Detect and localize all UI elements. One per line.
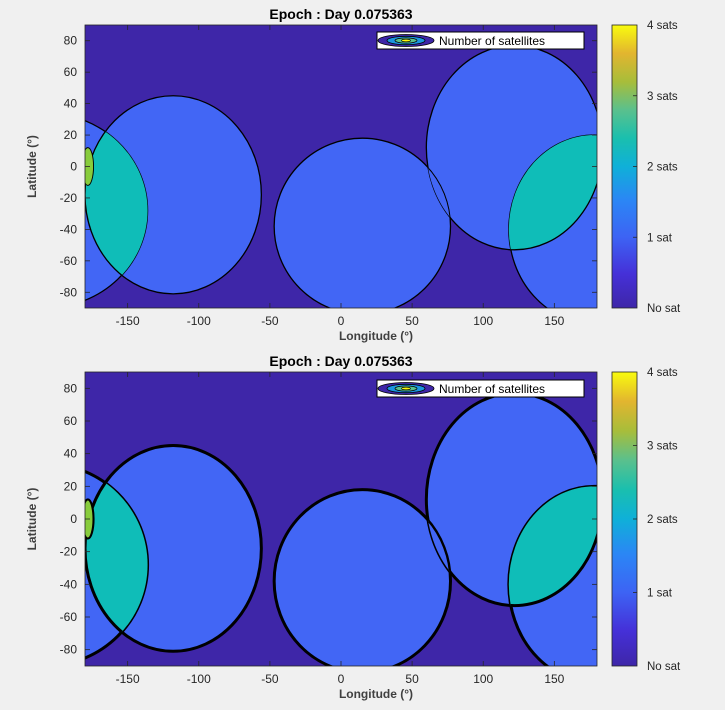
x-tick-label: 0 — [338, 314, 345, 328]
y-tick-label: 20 — [64, 479, 78, 493]
colorbar-label: 1 sat — [647, 588, 673, 600]
legend-contour-icon — [377, 34, 435, 47]
colorbar-label: 3 sats — [647, 91, 678, 103]
colorbar-gradient — [611, 24, 638, 309]
y-tick-label: 0 — [70, 512, 77, 526]
plot-title: Epoch : Day 0.075363 — [269, 353, 412, 369]
legend-contour-icon — [377, 382, 435, 395]
plot-area — [84, 371, 598, 667]
legend-label: Number of satellites — [439, 382, 545, 396]
y-axis-label: Latitude (°) — [25, 135, 39, 198]
colorbar-gradient — [611, 371, 638, 667]
y-tick-label: 20 — [64, 128, 78, 142]
coverage-plot-bottom: Epoch : Day 0.075363 80 60 40 20 0 -20 -40 -60 -… — [25, 353, 681, 701]
x-tick-label: 150 — [544, 314, 564, 328]
x-tick-label: -150 — [116, 672, 140, 686]
colorbar-label: No sat — [647, 303, 681, 315]
plot-area — [84, 24, 598, 309]
y-tick-label: 0 — [70, 160, 77, 174]
y-tick-label: 40 — [64, 447, 78, 461]
x-tick-label: 50 — [405, 672, 419, 686]
legend: Number of satellites — [376, 379, 585, 398]
coverage-footprint — [272, 488, 452, 666]
y-tick-label: -20 — [60, 545, 78, 559]
y-tick-label: -40 — [60, 577, 78, 591]
y-axis-label: Latitude (°) — [25, 488, 39, 551]
coverage-layer — [85, 391, 597, 666]
x-tick-label: 0 — [338, 672, 345, 686]
x-tick-label: -50 — [261, 672, 279, 686]
x-axis-ticks: -150 -100 -50 0 50 100 150 — [116, 372, 565, 686]
x-tick-label: 150 — [544, 672, 564, 686]
colorbar: 4 sats 3 sats 2 sats 1 sat No sat — [611, 367, 681, 673]
y-axis-ticks: 80 60 40 20 0 -20 -40 -60 -80 — [60, 34, 597, 299]
y-tick-label: -20 — [60, 191, 78, 205]
colorbar-label: 3 sats — [647, 441, 678, 453]
y-tick-label: -40 — [60, 222, 78, 236]
colorbar-label: 2 sats — [647, 162, 678, 174]
y-tick-label: 80 — [64, 34, 78, 48]
x-tick-label: 100 — [473, 672, 493, 686]
y-tick-label: -60 — [60, 610, 78, 624]
y-tick-label: 60 — [64, 414, 78, 428]
colorbar-label: 1 sat — [647, 232, 673, 244]
y-axis-ticks: 80 60 40 20 0 -20 -40 -60 -80 — [60, 381, 597, 657]
legend-label: Number of satellites — [439, 34, 545, 48]
x-tick-label: 50 — [405, 314, 419, 328]
coverage-plot-top: Epoch : Day 0.075363 80 60 40 20 0 -20 -40 -60 -… — [25, 6, 681, 343]
x-tick-label: 100 — [473, 314, 493, 328]
x-tick-label: -50 — [261, 314, 279, 328]
x-axis-label: Longitude (°) — [339, 687, 413, 701]
legend: Number of satellites — [376, 31, 585, 50]
y-tick-label: 80 — [64, 381, 78, 395]
x-tick-label: -100 — [187, 314, 211, 328]
y-tick-label: -60 — [60, 254, 78, 268]
coverage-footprint — [273, 137, 452, 308]
y-tick-label: 60 — [64, 65, 78, 79]
x-tick-label: -100 — [187, 672, 211, 686]
coverage-layer — [85, 44, 597, 308]
colorbar-label: 4 sats — [647, 20, 678, 32]
colorbar-label: No sat — [647, 661, 681, 673]
y-tick-label: 40 — [64, 97, 78, 111]
colorbar-label: 2 sats — [647, 514, 678, 526]
colorbar-label: 4 sats — [647, 367, 678, 379]
x-tick-label: -150 — [116, 314, 140, 328]
x-axis-label: Longitude (°) — [339, 329, 413, 343]
x-axis-ticks: -150 -100 -50 0 50 100 150 — [116, 25, 565, 328]
colorbar: 4 sats 3 sats 2 sats 1 sat No sat — [611, 20, 681, 315]
plot-title: Epoch : Day 0.075363 — [269, 6, 412, 22]
y-tick-label: -80 — [60, 643, 78, 657]
y-tick-label: -80 — [60, 285, 78, 299]
legend-box — [376, 379, 585, 398]
legend-box — [376, 31, 585, 50]
